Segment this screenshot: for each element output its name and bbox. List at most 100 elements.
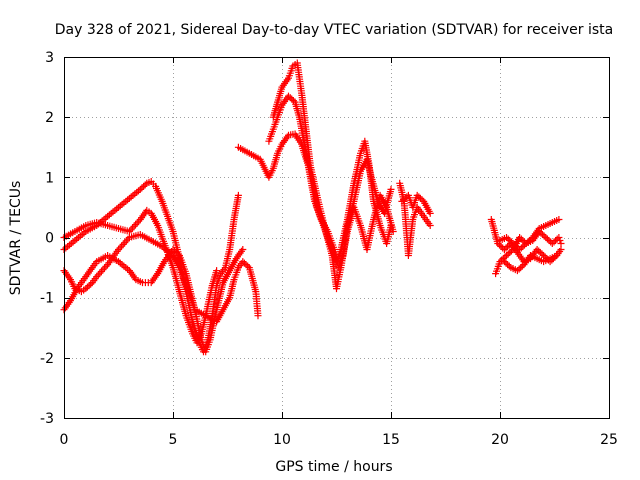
grid: [64, 57, 609, 418]
data-point: [366, 248, 368, 251]
data-point: [364, 140, 366, 143]
data-point: [178, 254, 181, 257]
series-markers: [60, 246, 247, 356]
data-point: [172, 248, 174, 251]
data-point: [390, 188, 392, 191]
data-point: [74, 230, 76, 233]
data-point: [379, 224, 381, 227]
x-tick-label: 5: [169, 432, 178, 448]
data-point: [505, 236, 508, 239]
data-point: [499, 260, 501, 263]
data-point: [287, 95, 290, 97]
data-point: [407, 254, 410, 257]
series-track-11: [492, 228, 565, 278]
data-point: [544, 236, 547, 239]
data-point: [95, 275, 98, 278]
data-point: [139, 233, 142, 236]
data-point: [268, 176, 270, 179]
data-point: [185, 272, 187, 275]
data-point: [146, 182, 148, 185]
data-point: [135, 278, 137, 281]
data-point: [276, 152, 279, 155]
data-point: [241, 260, 244, 263]
data-point: [241, 248, 244, 251]
data-point: [287, 134, 290, 137]
data-point: [392, 230, 394, 233]
data-point: [353, 206, 355, 209]
data-point: [505, 254, 508, 257]
data-point: [172, 266, 174, 269]
data-point: [531, 236, 534, 239]
data-point: [401, 200, 403, 203]
data-point: [106, 224, 109, 227]
data-point: [294, 133, 296, 135]
data-point: [211, 284, 214, 287]
series-markers: [265, 92, 395, 266]
data-point: [518, 248, 521, 251]
series-track-4: [60, 246, 247, 356]
data-point: [163, 242, 166, 245]
y-axis-label: SDTVAR / TECUs: [8, 181, 24, 296]
data-point: [228, 269, 231, 272]
data-point: [503, 248, 506, 251]
data-point: [385, 242, 388, 245]
data-point: [316, 194, 318, 197]
data-point: [141, 281, 144, 284]
data-point: [281, 86, 283, 88]
data-point: [359, 152, 362, 155]
data-point: [95, 260, 98, 263]
data-point: [503, 260, 506, 263]
data-point: [420, 212, 423, 215]
data-point: [85, 275, 87, 278]
data-point: [385, 206, 388, 209]
data-point: [379, 194, 381, 197]
data-point: [425, 218, 427, 221]
data-point: [497, 242, 499, 245]
data-point: [538, 227, 541, 230]
data-point: [287, 77, 290, 79]
data-point: [69, 299, 72, 302]
data-point: [215, 308, 218, 311]
data-point: [224, 266, 227, 269]
data-point: [237, 266, 240, 269]
data-point: [353, 182, 355, 185]
data-point: [150, 212, 152, 215]
data-point: [117, 248, 120, 251]
data-point: [383, 212, 386, 215]
data-point: [237, 146, 240, 149]
data-point: [523, 263, 525, 266]
data-point: [85, 230, 87, 233]
data-point: [294, 101, 296, 103]
data-point: [117, 206, 120, 209]
data-point: [233, 218, 235, 221]
data-point: [272, 116, 275, 118]
y-tick-label: 0: [45, 231, 54, 247]
data-point: [215, 269, 218, 272]
data-point: [335, 287, 338, 290]
data-point: [117, 260, 120, 263]
data-point: [259, 158, 262, 161]
data-point: [106, 263, 109, 266]
data-point: [156, 272, 159, 275]
data-point: [359, 224, 362, 227]
data-point: [305, 128, 307, 130]
data-point: [544, 224, 547, 227]
data-point: [156, 224, 159, 227]
data-point: [255, 290, 257, 293]
data-point: [74, 239, 76, 242]
data-point: [516, 269, 519, 272]
data-point: [309, 164, 312, 167]
data-point: [518, 236, 521, 239]
data-point: [529, 254, 532, 257]
data-point: [412, 206, 414, 209]
data-point: [510, 266, 512, 269]
chart-title: Day 328 of 2021, Sidereal Day-to-day VTE…: [55, 22, 613, 38]
data-point: [117, 227, 120, 230]
data-point: [296, 62, 299, 64]
data-point: [215, 284, 218, 287]
data-point: [407, 194, 410, 197]
data-point: [346, 218, 349, 221]
data-point: [512, 242, 514, 245]
data-points: [60, 59, 565, 356]
